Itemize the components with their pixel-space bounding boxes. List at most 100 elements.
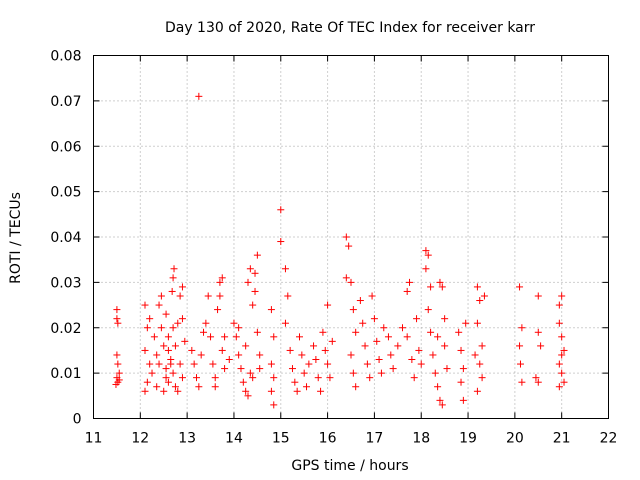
data-point bbox=[408, 356, 416, 364]
points-layer bbox=[112, 92, 568, 409]
y-tick-label: 0.02 bbox=[50, 321, 81, 337]
data-point bbox=[328, 337, 336, 345]
data-point bbox=[209, 360, 217, 368]
data-point bbox=[286, 346, 294, 354]
y-tick-label: 0.06 bbox=[50, 139, 81, 155]
data-point bbox=[410, 374, 418, 382]
data-point bbox=[359, 319, 367, 327]
data-point bbox=[246, 369, 254, 377]
data-point bbox=[113, 351, 121, 359]
data-point bbox=[368, 292, 376, 300]
data-point bbox=[153, 383, 161, 391]
y-tick-label: 0 bbox=[73, 412, 82, 428]
x-tick-label: 17 bbox=[365, 431, 383, 447]
data-point bbox=[114, 319, 122, 327]
data-point bbox=[267, 387, 275, 395]
data-point bbox=[115, 376, 123, 384]
data-point bbox=[293, 387, 301, 395]
data-point bbox=[193, 374, 200, 382]
data-point bbox=[176, 360, 184, 368]
data-point bbox=[251, 269, 259, 277]
data-point bbox=[155, 301, 163, 309]
data-point bbox=[314, 374, 322, 382]
data-point bbox=[389, 365, 397, 373]
data-point bbox=[150, 333, 158, 341]
data-point bbox=[394, 342, 402, 350]
data-point bbox=[406, 278, 414, 286]
data-point bbox=[235, 324, 243, 332]
data-point bbox=[169, 369, 177, 377]
data-point bbox=[473, 283, 481, 291]
data-point bbox=[235, 351, 243, 359]
data-point bbox=[197, 351, 205, 359]
data-point bbox=[218, 346, 226, 354]
data-point bbox=[170, 265, 178, 273]
data-point bbox=[225, 356, 233, 364]
data-point bbox=[558, 292, 566, 300]
data-point bbox=[174, 319, 182, 327]
data-point bbox=[558, 351, 566, 359]
x-tick-label: 18 bbox=[412, 431, 430, 447]
data-point bbox=[436, 278, 444, 286]
ticks-layer: 0 0.01 0.02 0.03 0.04 0.05 0.06 0.07 0.08 11 12 13 1… bbox=[50, 49, 617, 447]
y-tick-label: 0.05 bbox=[50, 185, 81, 201]
data-point bbox=[113, 315, 121, 323]
data-point bbox=[375, 356, 383, 364]
data-point bbox=[537, 342, 545, 350]
data-point bbox=[555, 383, 563, 391]
data-point bbox=[321, 346, 329, 354]
data-point bbox=[141, 346, 149, 354]
data-point bbox=[455, 328, 463, 336]
x-tick-label: 19 bbox=[459, 431, 477, 447]
data-point bbox=[246, 265, 254, 273]
data-point bbox=[342, 274, 350, 282]
data-point bbox=[384, 333, 392, 341]
data-point bbox=[457, 346, 465, 354]
data-point bbox=[300, 369, 308, 377]
data-point bbox=[141, 301, 149, 309]
data-point bbox=[424, 306, 432, 314]
data-point bbox=[349, 306, 357, 314]
data-point bbox=[164, 346, 172, 354]
data-point bbox=[256, 351, 264, 359]
data-point bbox=[171, 383, 179, 391]
data-point bbox=[476, 360, 484, 368]
data-point bbox=[281, 265, 289, 273]
data-point bbox=[148, 369, 156, 377]
data-point bbox=[534, 378, 542, 386]
data-point bbox=[303, 383, 311, 391]
data-point bbox=[256, 365, 264, 373]
data-point bbox=[202, 319, 210, 327]
data-point bbox=[143, 378, 151, 386]
data-point bbox=[195, 383, 203, 391]
data-point bbox=[216, 278, 224, 286]
data-point bbox=[349, 369, 357, 377]
data-point bbox=[211, 374, 219, 382]
data-point bbox=[560, 378, 568, 386]
data-point bbox=[157, 324, 165, 332]
data-point bbox=[555, 319, 563, 327]
data-point bbox=[436, 396, 444, 404]
data-point bbox=[155, 360, 163, 368]
data-point bbox=[169, 324, 177, 332]
data-point bbox=[417, 360, 425, 368]
grid-layer bbox=[93, 55, 609, 419]
data-point bbox=[244, 392, 252, 400]
data-point bbox=[178, 374, 186, 382]
data-point bbox=[480, 292, 488, 300]
data-point bbox=[457, 378, 465, 386]
data-point bbox=[221, 365, 229, 373]
data-point bbox=[267, 306, 275, 314]
data-point bbox=[270, 401, 278, 409]
data-point bbox=[312, 356, 320, 364]
data-point bbox=[422, 247, 430, 255]
data-point bbox=[356, 297, 364, 305]
y-tick-label: 0.03 bbox=[50, 275, 81, 291]
data-point bbox=[305, 360, 313, 368]
data-point bbox=[146, 315, 154, 323]
data-point bbox=[298, 351, 306, 359]
data-point bbox=[399, 324, 406, 332]
data-point bbox=[427, 328, 435, 336]
data-point bbox=[516, 283, 524, 291]
data-point bbox=[157, 292, 165, 300]
